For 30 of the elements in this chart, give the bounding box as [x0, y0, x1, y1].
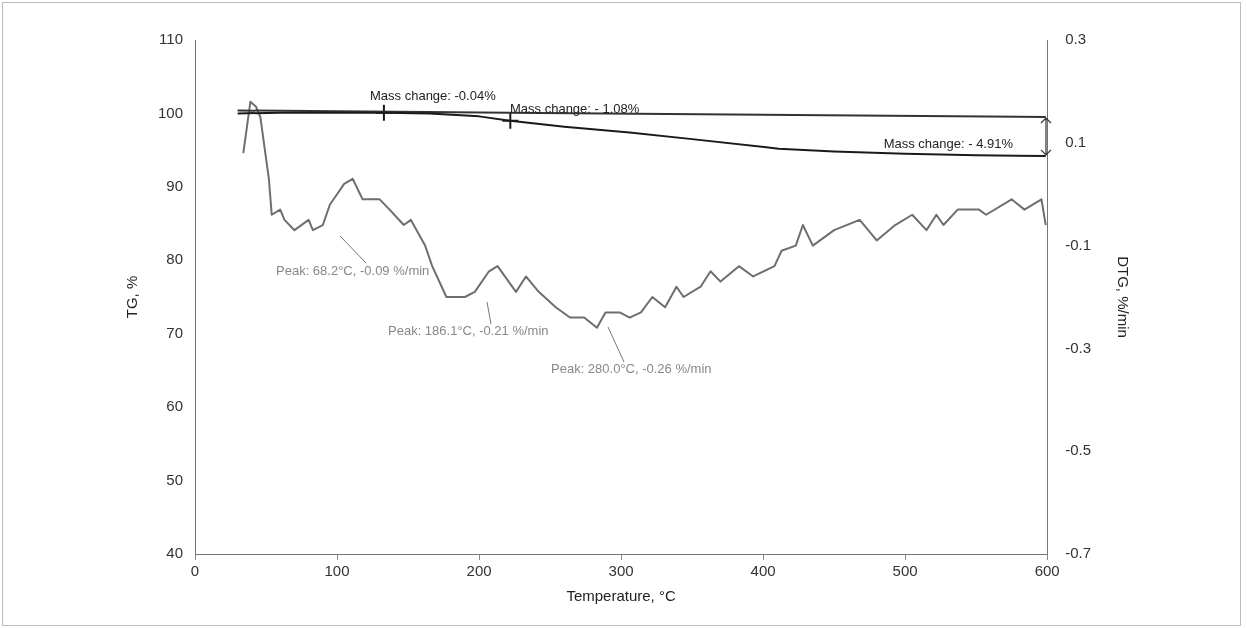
y-tick-label: 40: [166, 544, 184, 562]
annotation: Mass change: - 1.08%: [510, 100, 640, 116]
x-tick-label: 100: [324, 562, 350, 580]
x-tick-label: 400: [750, 562, 776, 580]
annotation: Mass change: - 4.91%: [883, 135, 1014, 151]
x-axis-title: Temperature, °C: [566, 587, 676, 605]
annotation: Peak: 280.0°C, -0.26 %/min: [551, 360, 712, 376]
y-tick-label: 90: [166, 177, 184, 194]
x-tick-label: 600: [1034, 562, 1060, 580]
y2-tick-label: -0.1: [1065, 235, 1092, 253]
y-tick-label: 50: [166, 470, 184, 488]
x-tick-label: 0: [190, 562, 200, 580]
y2-tick-label: 0.1: [1065, 132, 1087, 150]
y-tick-label: 80: [166, 250, 184, 268]
y2-tick-label: -0.7: [1065, 544, 1092, 562]
y2-tick-label: 0.3: [1065, 30, 1087, 48]
x-tick-label: 300: [608, 562, 634, 580]
y2-tick-label: -0.5: [1065, 441, 1092, 459]
y2-tick-label: -0.3: [1065, 338, 1092, 356]
annotation: Peak: 186.1°C, -0.21 %/min: [388, 322, 549, 338]
y-tick-label: 100: [158, 103, 184, 121]
y-tick-label: 60: [166, 397, 184, 415]
x-tick-label: 500: [892, 562, 918, 580]
x-tick-label: 200: [466, 562, 492, 580]
annotation: Peak: 68.2°C, -0.09 %/min: [276, 262, 430, 278]
y-tick-label: 70: [166, 323, 184, 341]
y2-axis-title: DTG, %/min: [1114, 256, 1132, 338]
y-tick-label: 110: [159, 30, 184, 48]
annotation: Mass change: -0.04%: [370, 87, 497, 103]
y-axis-title: TG, %: [123, 275, 141, 319]
